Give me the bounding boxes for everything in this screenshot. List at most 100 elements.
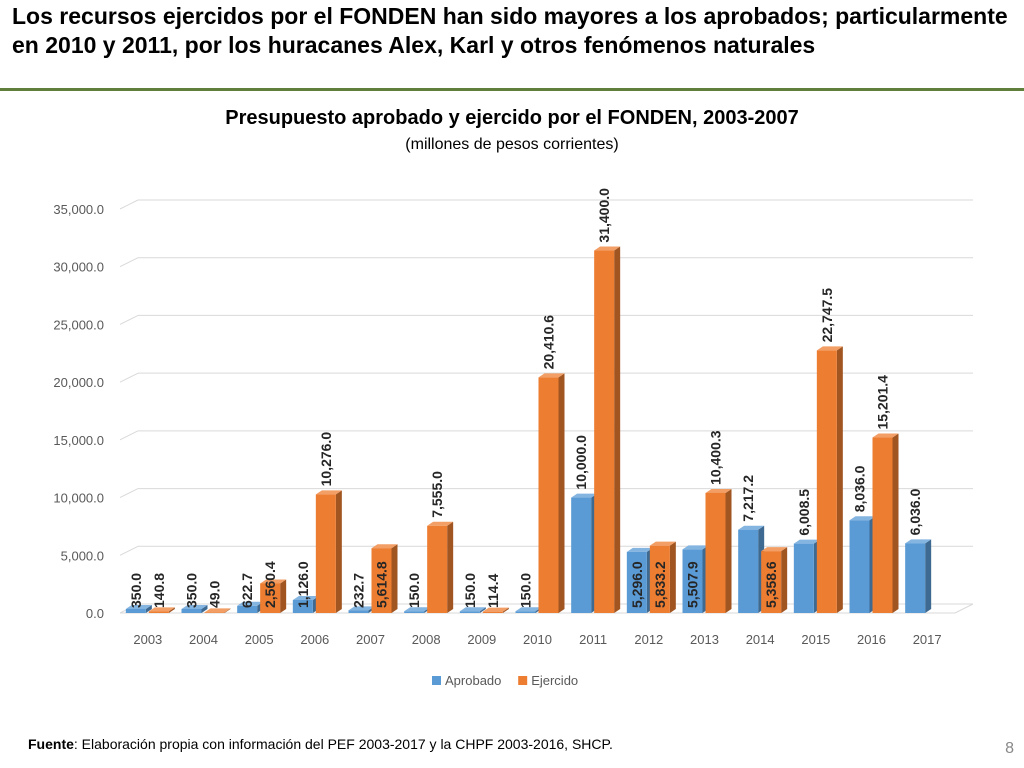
page-number: 8 xyxy=(1005,740,1014,757)
bar-ejercido xyxy=(705,492,726,613)
x-tick-label: 2012 xyxy=(634,632,663,647)
data-label-aprobado: 622.7 xyxy=(239,573,255,608)
slide-title: Los recursos ejercidos por el FONDEN han… xyxy=(12,3,1008,58)
data-label-ejercido: 5,358.6 xyxy=(763,561,779,608)
source-text: : Elaboración propia con información del… xyxy=(73,736,613,752)
bar-ejercido-side xyxy=(391,544,398,613)
bar-aprobado-top xyxy=(626,547,653,552)
floor-side xyxy=(954,603,974,614)
gridline-side xyxy=(119,372,139,383)
bar-ejercido-side xyxy=(224,608,231,613)
data-label-aprobado: 232.7 xyxy=(351,573,367,608)
x-tick-label: 2007 xyxy=(356,632,385,647)
legend-swatch-aprobado xyxy=(432,676,441,685)
data-label-aprobado: 150.0 xyxy=(462,573,478,608)
data-label-aprobado: 5,507.9 xyxy=(685,561,701,608)
data-label-ejercido: 31,400.0 xyxy=(596,188,612,243)
data-label-aprobado: 10,000.0 xyxy=(573,435,589,490)
x-tick-label: 2015 xyxy=(801,632,830,647)
bar-aprobado-top xyxy=(682,545,709,550)
bar-aprobado xyxy=(181,608,202,613)
data-label-ejercido: 10,400.3 xyxy=(708,430,724,485)
bar-aprobado-top xyxy=(459,607,486,612)
data-label-ejercido: 5,833.2 xyxy=(652,561,668,608)
gridline-side xyxy=(119,199,139,210)
data-label-aprobado: 150.0 xyxy=(518,573,534,608)
chart-area: Presupuesto aprobado y ejercido por el F… xyxy=(0,92,1024,720)
bar-ejercido-top xyxy=(260,579,287,584)
bar-ejercido xyxy=(371,548,392,613)
legend-label-aprobado: Aprobado xyxy=(445,673,501,688)
bar-ejercido-top xyxy=(761,547,788,552)
data-label-aprobado: 350.0 xyxy=(184,573,200,608)
bar-ejercido xyxy=(315,494,336,613)
data-label-aprobado: 6,008.5 xyxy=(796,489,812,536)
bar-ejercido-side xyxy=(892,433,899,613)
bar-aprobado xyxy=(125,608,146,613)
bar-ejercido-side xyxy=(781,547,788,613)
bar-ejercido-top xyxy=(371,544,398,549)
data-label-ejercido: 10,276.0 xyxy=(318,432,334,487)
bar-aprobado xyxy=(459,611,480,613)
bar-aprobado xyxy=(571,497,592,613)
gridline-side xyxy=(119,488,139,499)
data-label-ejercido: 15,201.4 xyxy=(875,375,891,430)
chart-title: Presupuesto aprobado y ejercido por el F… xyxy=(225,107,799,129)
bar-aprobado-top xyxy=(181,604,208,609)
bar-ejercido-top xyxy=(816,346,843,351)
source-note: Fuente: Elaboración propia con informaci… xyxy=(28,736,613,752)
x-tick-label: 2016 xyxy=(857,632,886,647)
x-tick-label: 2011 xyxy=(579,632,607,647)
data-label-ejercido: 5,614.8 xyxy=(374,561,390,608)
gridline-side xyxy=(119,257,139,268)
bar-ejercido-top xyxy=(705,488,732,493)
bar-ejercido xyxy=(649,545,670,613)
bar-aprobado-side xyxy=(145,604,152,613)
bar-aprobado xyxy=(404,611,425,613)
data-label-aprobado: 5,296.0 xyxy=(629,561,645,608)
x-tick-label: 2005 xyxy=(245,632,274,647)
bar-aprobado xyxy=(793,543,814,613)
bar-ejercido xyxy=(427,525,448,613)
bar-ejercido-top xyxy=(594,246,621,251)
y-tick-label: 10,000.0 xyxy=(53,491,104,506)
bar-ejercido-top xyxy=(315,490,342,495)
bar-aprobado-top xyxy=(348,606,375,611)
gridline-side xyxy=(119,545,139,556)
data-label-aprobado: 150.0 xyxy=(406,573,422,608)
x-tick-label: 2017 xyxy=(913,632,942,647)
bar-ejercido-side xyxy=(836,346,843,613)
bar-ejercido xyxy=(816,350,837,613)
bar-ejercido-top xyxy=(649,541,676,546)
bar-aprobado xyxy=(237,605,258,613)
bar-aprobado-side xyxy=(201,604,208,613)
bar-ejercido xyxy=(594,250,615,613)
bar-aprobado xyxy=(348,610,369,613)
bar-ejercido-top xyxy=(482,607,509,612)
bar-aprobado-top xyxy=(793,539,820,544)
bar-aprobado-top xyxy=(125,604,152,609)
data-label-ejercido: 2,560.4 xyxy=(262,561,278,608)
bar-ejercido-side xyxy=(335,490,342,613)
data-label-aprobado: 350.0 xyxy=(128,573,144,608)
source-label: Fuente xyxy=(28,736,74,752)
data-label-ejercido: 49.0 xyxy=(207,581,223,608)
bar-ejercido xyxy=(761,551,782,613)
x-tick-label: 2013 xyxy=(690,632,719,647)
legend-label-ejercido: Ejercido xyxy=(531,673,578,688)
bar-aprobado-top xyxy=(571,493,598,498)
bar-ejercido xyxy=(148,611,169,613)
bar-aprobado xyxy=(849,520,870,613)
gridline-side xyxy=(119,314,139,325)
bar-chart: Presupuesto aprobado y ejercido por el F… xyxy=(53,107,974,688)
data-label-ejercido: 140.8 xyxy=(151,573,167,608)
bar-ejercido xyxy=(204,612,225,613)
bar-ejercido-top xyxy=(148,607,175,612)
bar-aprobado-top xyxy=(515,607,542,612)
x-tick-label: 2009 xyxy=(467,632,496,647)
chart-subtitle: (millones de pesos corrientes) xyxy=(405,136,618,153)
bar-ejercido-side xyxy=(725,488,732,613)
bar-ejercido-top xyxy=(427,521,454,526)
bar-ejercido-top xyxy=(204,608,231,613)
bar-aprobado xyxy=(738,529,759,613)
